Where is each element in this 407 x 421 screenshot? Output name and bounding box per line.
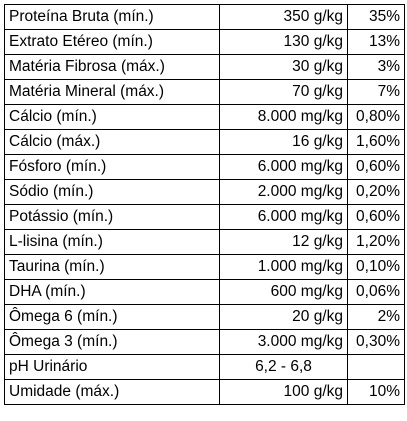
table-row: Proteína Bruta (mín.) 350 g/kg 35%: [4, 4, 405, 30]
nutrient-quantity: 16 g/kg: [219, 129, 348, 155]
nutrient-percent: 0,20%: [347, 179, 405, 205]
table-row: Umidade (máx.) 100 g/kg 10%: [4, 379, 405, 405]
nutrient-quantity: 600 mg/kg: [219, 279, 348, 305]
nutrient-name: Sódio (mín.): [4, 179, 220, 205]
nutrient-quantity: 2.000 mg/kg: [219, 179, 348, 205]
nutrient-name: DHA (mín.): [4, 279, 220, 305]
nutrient-quantity: 100 g/kg: [219, 379, 348, 405]
nutrient-percent: 2%: [347, 304, 405, 330]
nutrient-quantity: 30 g/kg: [219, 54, 348, 80]
table-row: Ômega 3 (mín.) 3.000 mg/kg 0,30%: [4, 329, 405, 355]
nutrient-quantity: 6.000 mg/kg: [219, 204, 348, 230]
nutrient-percent: [347, 354, 405, 380]
table-row: Cálcio (máx.) 16 g/kg 1,60%: [4, 129, 405, 155]
nutrient-percent: 3%: [347, 54, 405, 80]
nutrient-percent: 0,60%: [347, 204, 405, 230]
nutrient-name: Ômega 6 (mín.): [4, 304, 220, 330]
nutrient-percent: 10%: [347, 379, 405, 405]
table-row: DHA (mín.) 600 mg/kg 0,06%: [4, 279, 405, 305]
nutrient-percent: 13%: [347, 29, 405, 55]
table-row: L-lisina (mín.) 12 g/kg 1,20%: [4, 229, 405, 255]
nutrient-quantity: 3.000 mg/kg: [219, 329, 348, 355]
nutrient-name: Fósforo (mín.): [4, 154, 220, 180]
nutrient-percent: 1,60%: [347, 129, 405, 155]
nutrient-name: Matéria Fibrosa (máx.): [4, 54, 220, 80]
nutrient-name: Taurina (mín.): [4, 254, 220, 280]
nutrient-name: Extrato Etéreo (mín.): [4, 29, 220, 55]
table-row: Ômega 6 (mín.) 20 g/kg 2%: [4, 304, 405, 330]
nutrient-quantity: 6.000 mg/kg: [219, 154, 348, 180]
nutrient-name: Potássio (mín.): [4, 204, 220, 230]
table-row: Fósforo (mín.) 6.000 mg/kg 0,60%: [4, 154, 405, 180]
nutrient-name: Matéria Mineral (máx.): [4, 79, 220, 105]
nutrient-name: pH Urinário: [4, 354, 220, 380]
nutrient-percent: 0,06%: [347, 279, 405, 305]
nutrient-percent: 35%: [347, 4, 405, 30]
nutrient-quantity: 1.000 mg/kg: [219, 254, 348, 280]
nutrient-name: Ômega 3 (mín.): [4, 329, 220, 355]
table-row: Cálcio (mín.) 8.000 mg/kg 0,80%: [4, 104, 405, 130]
table-row: Matéria Fibrosa (máx.) 30 g/kg 3%: [4, 54, 405, 80]
table-row: Taurina (mín.) 1.000 mg/kg 0,10%: [4, 254, 405, 280]
nutrient-percent: 0,60%: [347, 154, 405, 180]
nutrient-percent: 0,80%: [347, 104, 405, 130]
nutrient-quantity: 130 g/kg: [219, 29, 348, 55]
table-row: Potássio (mín.) 6.000 mg/kg 0,60%: [4, 204, 405, 230]
nutrient-percent: 0,30%: [347, 329, 405, 355]
nutrient-percent: 0,10%: [347, 254, 405, 280]
table-row: Extrato Etéreo (mín.) 130 g/kg 13%: [4, 29, 405, 55]
nutrient-name: Proteína Bruta (mín.): [4, 4, 220, 30]
nutrient-name: Cálcio (mín.): [4, 104, 220, 130]
nutrient-percent: 7%: [347, 79, 405, 105]
nutrient-quantity: 12 g/kg: [219, 229, 348, 255]
table-row: Sódio (mín.) 2.000 mg/kg 0,20%: [4, 179, 405, 205]
nutrient-quantity: 70 g/kg: [219, 79, 348, 105]
table-row: pH Urinário 6,2 - 6,8: [4, 354, 405, 380]
nutrient-quantity: 6,2 - 6,8: [219, 354, 348, 380]
table-row: Matéria Mineral (máx.) 70 g/kg 7%: [4, 79, 405, 105]
nutrition-table: Proteína Bruta (mín.) 350 g/kg 35% Extra…: [4, 4, 405, 405]
nutrient-name: Umidade (máx.): [4, 379, 220, 405]
nutrient-quantity: 20 g/kg: [219, 304, 348, 330]
nutrient-name: Cálcio (máx.): [4, 129, 220, 155]
nutrient-percent: 1,20%: [347, 229, 405, 255]
nutrient-quantity: 8.000 mg/kg: [219, 104, 348, 130]
nutrient-name: L-lisina (mín.): [4, 229, 220, 255]
nutrient-quantity: 350 g/kg: [219, 4, 348, 30]
